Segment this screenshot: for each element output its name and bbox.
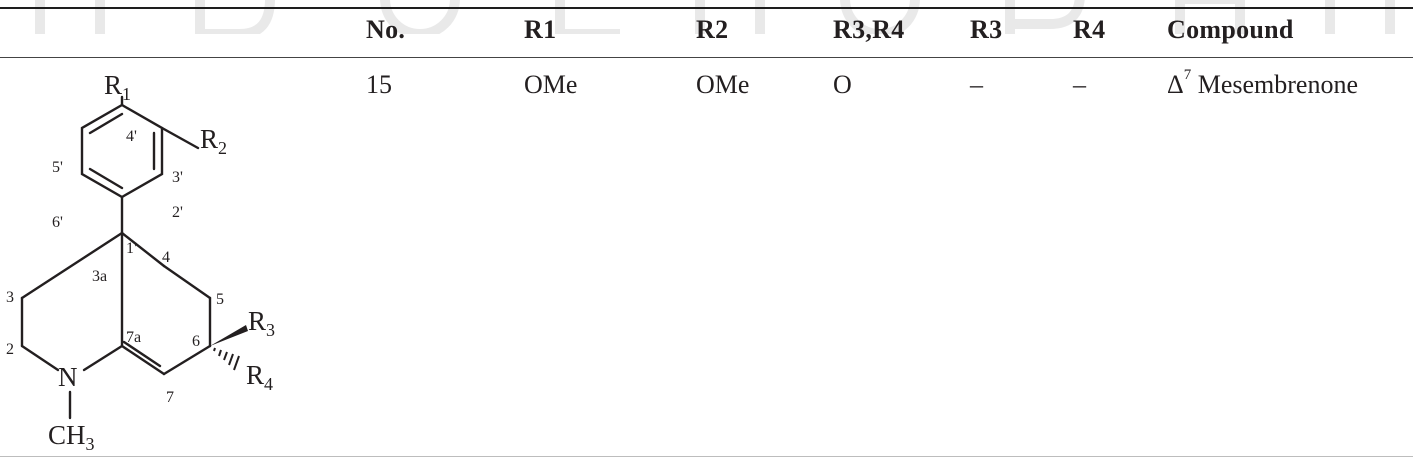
- compound-superscript: 7: [1183, 67, 1192, 83]
- structure-bonds: [20, 95, 212, 420]
- label-r4: R4: [246, 360, 273, 394]
- wedge-bond: [210, 325, 248, 346]
- label-r3: R3: [248, 306, 275, 340]
- cell-no: 15: [366, 70, 392, 99]
- cell-r3-r4: O: [833, 70, 852, 99]
- locant-labels: 4' 3' 2' 1' 5' 6' 3a 4 5 3 7a 6 2 7: [6, 128, 224, 406]
- label-r1: R1: [104, 70, 131, 104]
- header-r3-r4: R3,R4: [833, 15, 905, 44]
- table-top-rule: [0, 7, 1413, 9]
- label-methyl: CH3: [48, 420, 95, 454]
- locant-2: 2: [6, 341, 14, 358]
- cell-compound: Δ7 Mesembrenone: [1167, 67, 1359, 100]
- table-header-rule: [0, 57, 1413, 58]
- locant-7a: 7a: [126, 329, 141, 346]
- locant-5: 5: [216, 291, 224, 308]
- header-r1: R1: [524, 15, 557, 44]
- locant-5prime: 5': [52, 159, 63, 176]
- compound-delta: Δ: [1167, 70, 1184, 99]
- locant-4: 4: [162, 249, 170, 266]
- cell-r3: –: [970, 70, 983, 99]
- cell-r1: OMe: [524, 70, 578, 99]
- header-compound: Compound: [1167, 15, 1294, 44]
- compound-name: Mesembrenone: [1197, 70, 1359, 99]
- table-bottom-rule: [0, 456, 1413, 457]
- chemical-structure: R1 R2 R3 R4 N CH3 4' 3' 2' 1' 5' 6' 3a 4…: [6, 70, 275, 454]
- locant-6: 6: [192, 333, 200, 350]
- cell-r2: OMe: [696, 70, 750, 99]
- label-r2: R2: [200, 124, 227, 158]
- locant-4prime: 4': [126, 128, 137, 145]
- locant-6prime: 6': [52, 214, 63, 231]
- cell-r4: –: [1073, 70, 1086, 99]
- label-nitrogen: N: [58, 362, 78, 392]
- header-r3: R3: [970, 15, 1003, 44]
- header-r4: R4: [1073, 15, 1106, 44]
- locant-1prime: 1': [126, 240, 137, 257]
- locant-3prime: 3': [172, 169, 183, 186]
- header-no: No.: [366, 15, 406, 44]
- locant-3: 3: [6, 289, 14, 306]
- locant-7: 7: [166, 389, 174, 406]
- locant-3a: 3a: [92, 268, 107, 285]
- hashed-bond: [213, 347, 240, 371]
- header-r2: R2: [696, 15, 729, 44]
- locant-2prime: 2': [172, 204, 183, 221]
